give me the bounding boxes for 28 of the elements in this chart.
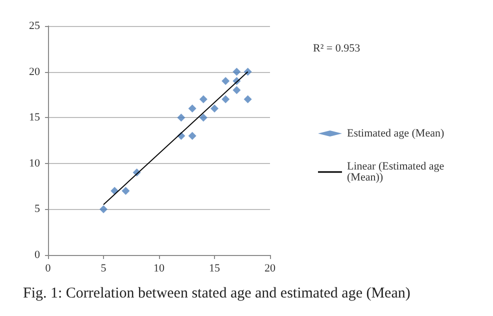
point bbox=[188, 132, 196, 140]
point bbox=[122, 186, 130, 195]
text: Fig. 1: Correlation between stated age and estimated age (Mean) bbox=[23, 286, 410, 302]
y-tick-label: 15 bbox=[29, 112, 40, 124]
point bbox=[100, 205, 108, 214]
point bbox=[232, 86, 241, 94]
x-tick-label: 10 bbox=[154, 262, 165, 274]
point bbox=[244, 95, 252, 104]
y-tick-label: 20 bbox=[29, 66, 40, 78]
x-tick-label: 15 bbox=[209, 262, 220, 274]
point bbox=[188, 104, 196, 112]
text: R² = 0.953 bbox=[313, 42, 361, 54]
legend-label: Linear (Estimated age (Mean)) bbox=[347, 160, 447, 184]
y-tick-label: 0 bbox=[34, 249, 40, 261]
x-tick-label: 5 bbox=[100, 262, 107, 274]
point bbox=[199, 114, 208, 122]
y-tick-label: 10 bbox=[29, 157, 40, 170]
point bbox=[210, 104, 218, 112]
point bbox=[177, 114, 186, 122]
point bbox=[222, 95, 230, 104]
y-tick-label: 25 bbox=[29, 20, 40, 32]
point bbox=[232, 68, 241, 76]
point bbox=[199, 95, 208, 104]
x-tick-label: 20 bbox=[264, 262, 276, 274]
legend-label: Estimated age (Mean) bbox=[347, 128, 444, 140]
y-tick-label: 5 bbox=[34, 203, 40, 216]
point bbox=[222, 76, 230, 85]
x-tick-label: 0 bbox=[45, 262, 52, 274]
